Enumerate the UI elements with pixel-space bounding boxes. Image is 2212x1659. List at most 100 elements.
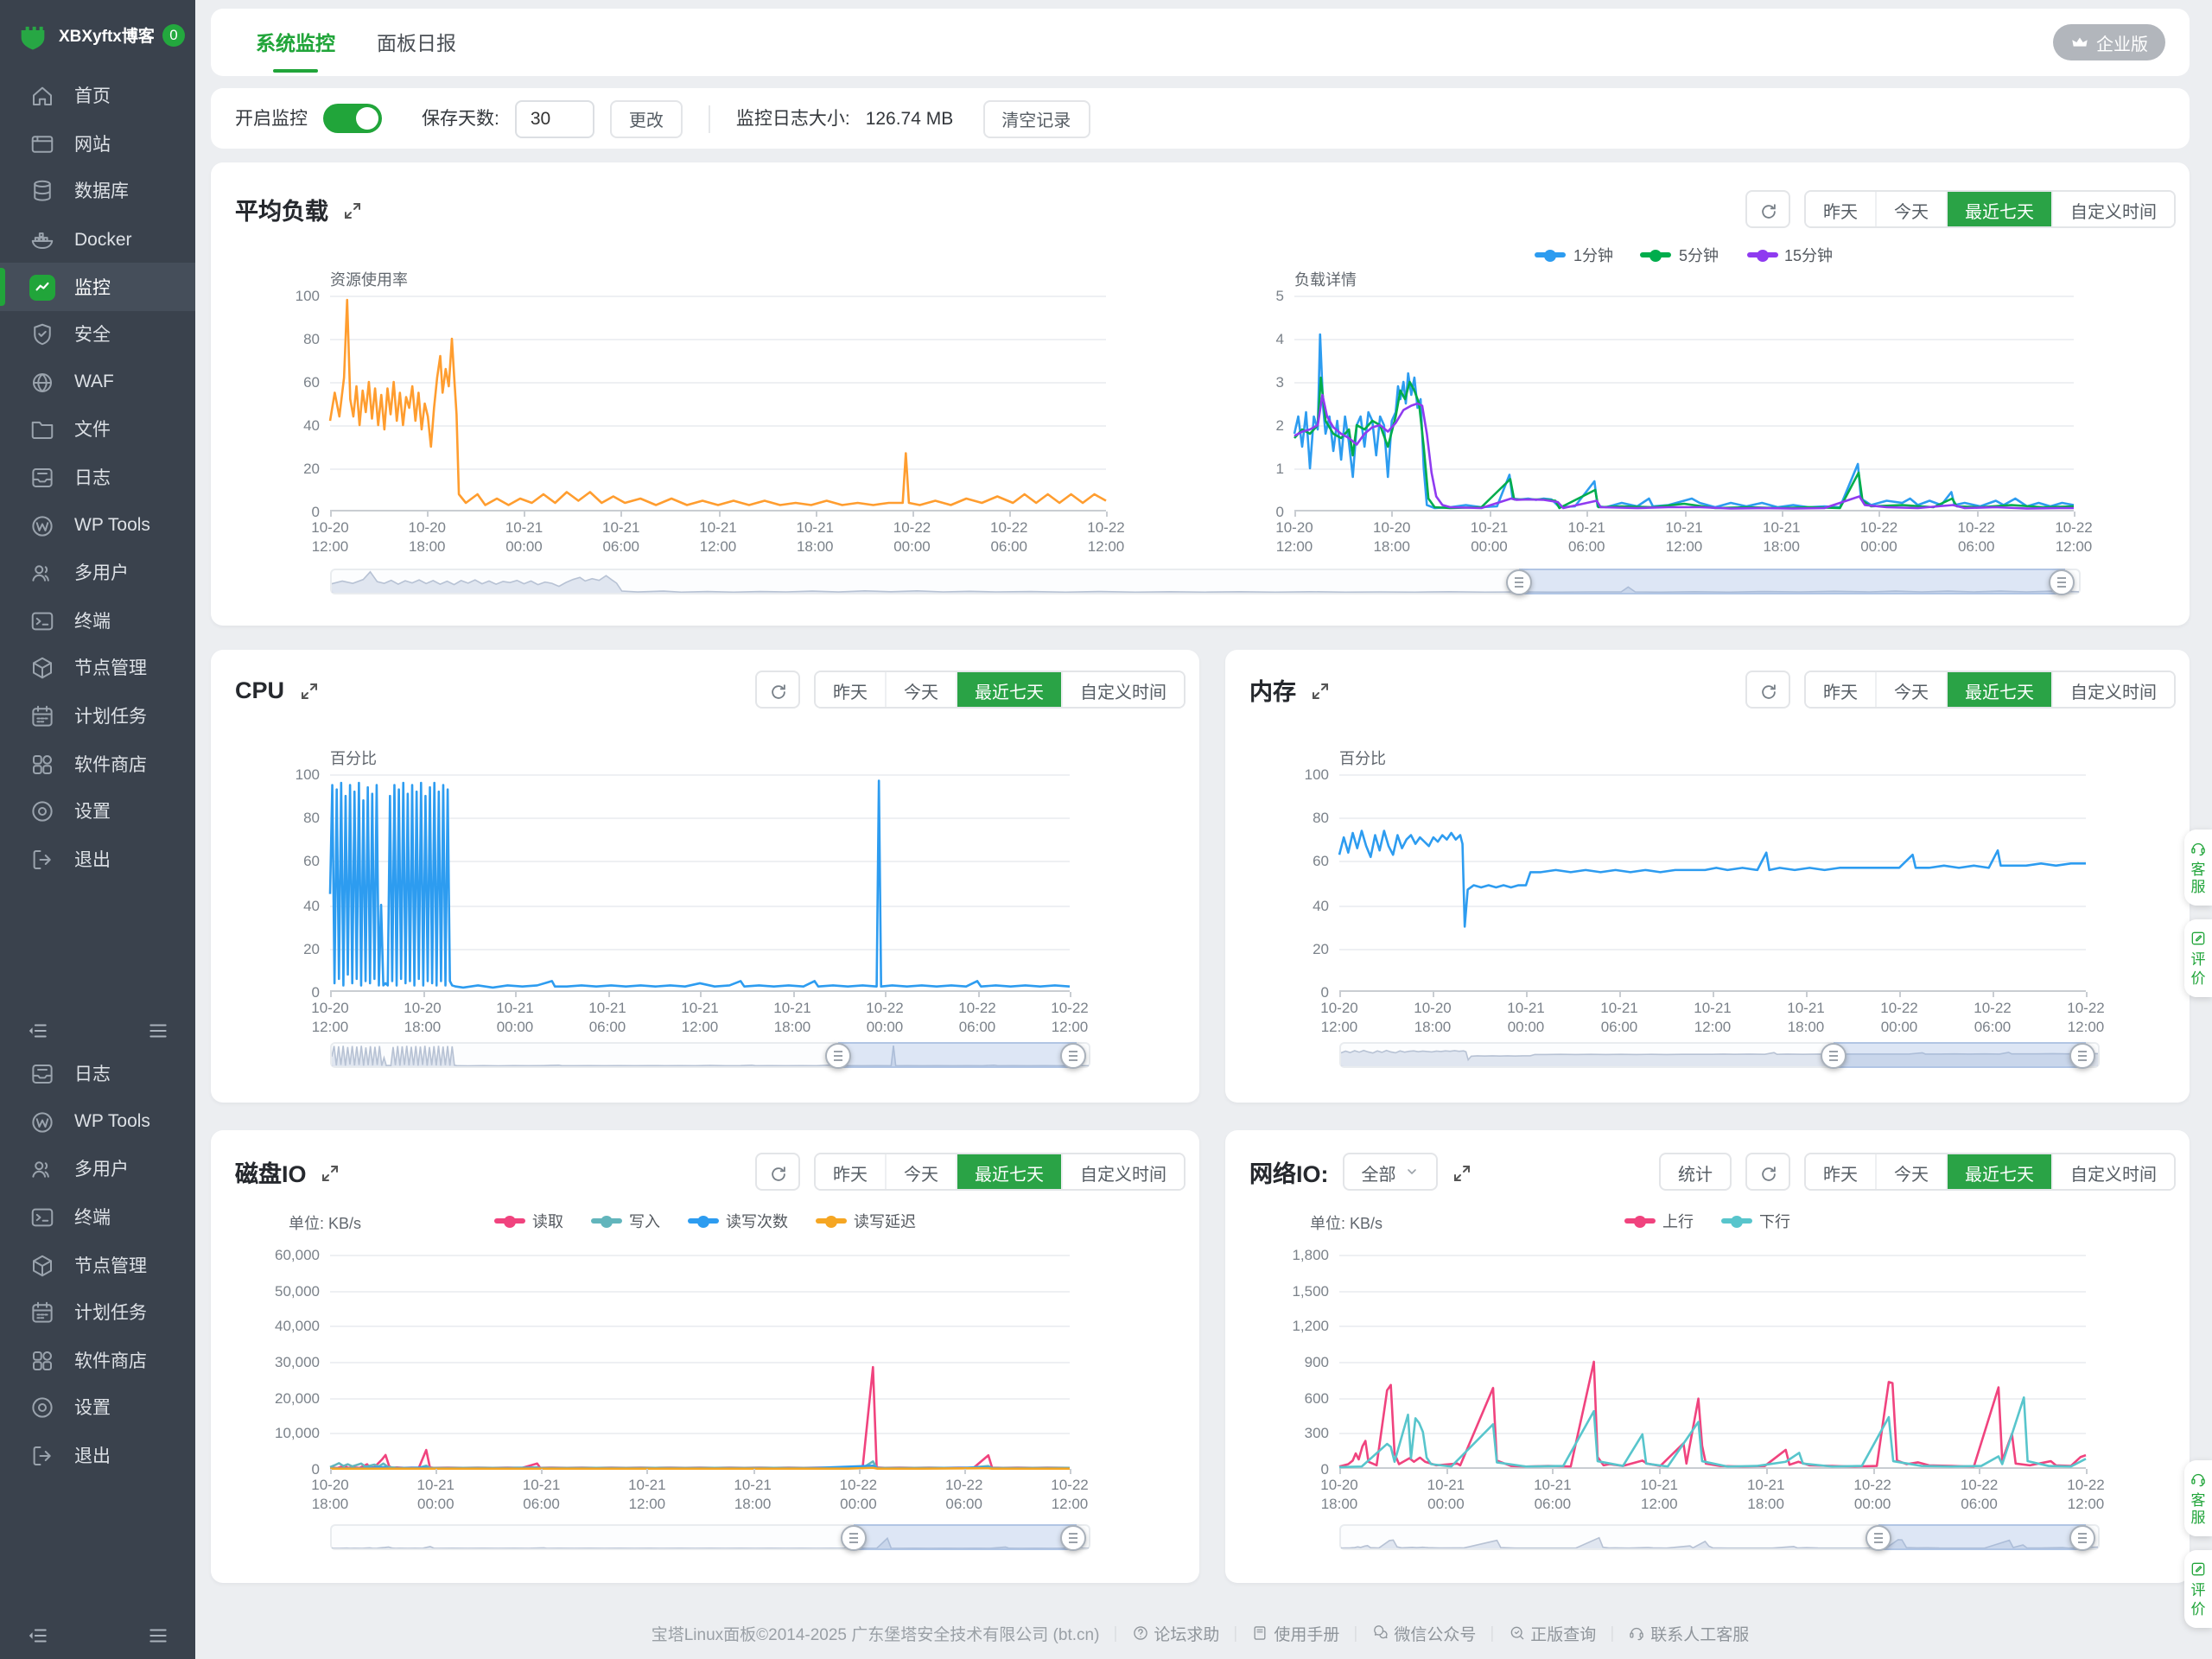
footer-link[interactable]: 联系人工客服 — [1628, 1621, 1749, 1645]
sidebar-item-db[interactable]: 数据库 — [0, 168, 195, 215]
float-edit-button[interactable]: 评价 — [2184, 919, 2212, 997]
network-interface-select[interactable]: 全部 — [1342, 1153, 1438, 1191]
logo-row[interactable]: XBXyftx博客服务器 0 — [0, 0, 195, 66]
sidebar-item-schedule[interactable]: 计划任务 — [0, 692, 195, 740]
menu-list-icon[interactable] — [147, 1020, 169, 1042]
time-range-button[interactable]: 自定义时间 — [2051, 192, 2174, 226]
footer-link[interactable]: 论坛求助 — [1131, 1621, 1219, 1645]
slider-selected-range[interactable] — [838, 1042, 1077, 1068]
sidebar-item-node[interactable]: 节点管理 — [0, 645, 195, 692]
clear-records-button[interactable]: 清空记录 — [982, 99, 1090, 137]
sidebar-item-log[interactable]: 日志 — [0, 1051, 195, 1098]
time-range-button[interactable]: 今天 — [885, 672, 956, 707]
sidebar-item-store[interactable]: 软件商店 — [0, 1337, 195, 1384]
tab-panel-daily[interactable]: 面板日报 — [377, 34, 456, 54]
time-range-button[interactable]: 昨天 — [1806, 672, 1875, 707]
collapse-sidebar-icon[interactable] — [26, 1624, 48, 1647]
time-range-button[interactable]: 今天 — [885, 1154, 956, 1189]
time-range-button[interactable]: 昨天 — [1806, 192, 1875, 226]
legend-item[interactable]: 读写延迟 — [816, 1210, 916, 1232]
footer-link[interactable]: 微信公众号 — [1371, 1621, 1476, 1645]
time-range-button[interactable]: 今天 — [1875, 672, 1946, 707]
sidebar-item-home[interactable]: 首页 — [0, 73, 195, 120]
slider-handle[interactable] — [1506, 569, 1533, 594]
refresh-button[interactable] — [1745, 671, 1790, 709]
sidebar-item-monitor[interactable]: 监控 — [0, 263, 195, 311]
expand-icon[interactable] — [298, 679, 319, 700]
expand-icon[interactable] — [342, 199, 363, 219]
time-range-button[interactable]: 自定义时间 — [2051, 672, 2174, 707]
time-range-button[interactable]: 最近七天 — [1946, 192, 2051, 226]
slider-handle[interactable] — [2069, 1042, 2096, 1068]
collapse-sidebar-icon[interactable] — [26, 1020, 48, 1042]
tab-system-monitor[interactable]: 系统监控 — [235, 9, 356, 76]
network-datazoom-slider[interactable] — [1339, 1524, 2100, 1550]
slider-handle[interactable] — [1865, 1524, 1891, 1550]
time-range-button[interactable]: 自定义时间 — [1061, 672, 1184, 707]
memory-datazoom-slider[interactable] — [1339, 1042, 2100, 1068]
expand-icon[interactable] — [1452, 1161, 1472, 1182]
legend-item[interactable]: 上行 — [1624, 1210, 1694, 1232]
slider-handle[interactable] — [1060, 1524, 1087, 1550]
refresh-button[interactable] — [755, 671, 800, 709]
edition-button[interactable]: 企业版 — [2053, 24, 2165, 60]
time-range-button[interactable]: 自定义时间 — [2051, 1154, 2174, 1189]
time-range-button[interactable]: 昨天 — [816, 1154, 885, 1189]
legend-item[interactable]: 下行 — [1721, 1210, 1790, 1232]
slider-handle[interactable] — [1820, 1042, 1847, 1068]
change-days-button[interactable]: 更改 — [609, 99, 683, 137]
disk-datazoom-slider[interactable] — [330, 1524, 1090, 1550]
sidebar-item-store[interactable]: 软件商店 — [0, 741, 195, 788]
legend-item[interactable]: 写入 — [590, 1210, 660, 1232]
cpu-datazoom-slider[interactable] — [330, 1042, 1090, 1068]
float-service-button[interactable]: 客服 — [2184, 830, 2212, 906]
sidebar-item-settings[interactable]: 设置 — [0, 1384, 195, 1432]
load-datazoom-slider[interactable] — [330, 569, 2081, 594]
time-range-button[interactable]: 昨天 — [816, 672, 885, 707]
refresh-button[interactable] — [1745, 1153, 1790, 1191]
legend-item[interactable]: 5分钟 — [1640, 244, 1719, 266]
slider-selected-range[interactable] — [854, 1524, 1077, 1550]
time-range-button[interactable]: 最近七天 — [1946, 672, 2051, 707]
legend-item[interactable]: 读写次数 — [688, 1210, 788, 1232]
slider-selected-range[interactable] — [1878, 1524, 2087, 1550]
footer-link[interactable]: 正版查询 — [1508, 1621, 1596, 1645]
save-days-input[interactable] — [514, 99, 594, 137]
time-range-button[interactable]: 最近七天 — [956, 672, 1061, 707]
expand-icon[interactable] — [321, 1161, 341, 1182]
refresh-button[interactable] — [1745, 190, 1790, 228]
sidebar-item-settings[interactable]: 设置 — [0, 788, 195, 836]
slider-handle[interactable] — [1060, 1042, 1087, 1068]
slider-selected-range[interactable] — [1519, 569, 2065, 594]
sidebar-item-users[interactable]: 多用户 — [0, 1146, 195, 1193]
monitor-toggle[interactable] — [323, 104, 382, 133]
sidebar-item-wp[interactable]: WP Tools — [0, 502, 195, 550]
slider-selected-range[interactable] — [1833, 1042, 2087, 1068]
sidebar-item-node[interactable]: 节点管理 — [0, 1242, 195, 1289]
sidebar-item-log[interactable]: 日志 — [0, 454, 195, 502]
sidebar-item-terminal[interactable]: 终端 — [0, 1194, 195, 1242]
sidebar-item-exit[interactable]: 退出 — [0, 1433, 195, 1480]
time-range-button[interactable]: 昨天 — [1806, 1154, 1875, 1189]
float-service-button[interactable]: 客服 — [2184, 1460, 2212, 1537]
legend-item[interactable]: 1分钟 — [1535, 244, 1613, 266]
sidebar-item-docker[interactable]: Docker — [0, 216, 195, 264]
legend-item[interactable]: 15分钟 — [1746, 244, 1833, 266]
sidebar-item-shield[interactable]: 安全 — [0, 311, 195, 359]
time-range-button[interactable]: 最近七天 — [956, 1154, 1061, 1189]
time-range-button[interactable]: 今天 — [1875, 192, 1946, 226]
legend-item[interactable]: 读取 — [493, 1210, 563, 1232]
refresh-button[interactable] — [755, 1153, 800, 1191]
time-range-button[interactable]: 今天 — [1875, 1154, 1946, 1189]
statistics-button[interactable]: 统计 — [1659, 1153, 1732, 1191]
expand-icon[interactable] — [1310, 679, 1331, 700]
sidebar-item-exit[interactable]: 退出 — [0, 836, 195, 883]
sidebar-item-schedule[interactable]: 计划任务 — [0, 1289, 195, 1337]
slider-handle[interactable] — [2069, 1524, 2096, 1550]
sidebar-item-site[interactable]: 网站 — [0, 120, 195, 168]
sidebar-item-wp[interactable]: WP Tools — [0, 1098, 195, 1146]
sidebar-item-folder[interactable]: 文件 — [0, 406, 195, 454]
message-count-badge[interactable]: 0 — [162, 23, 185, 46]
menu-list-icon[interactable] — [147, 1624, 169, 1647]
slider-handle[interactable] — [825, 1042, 852, 1068]
